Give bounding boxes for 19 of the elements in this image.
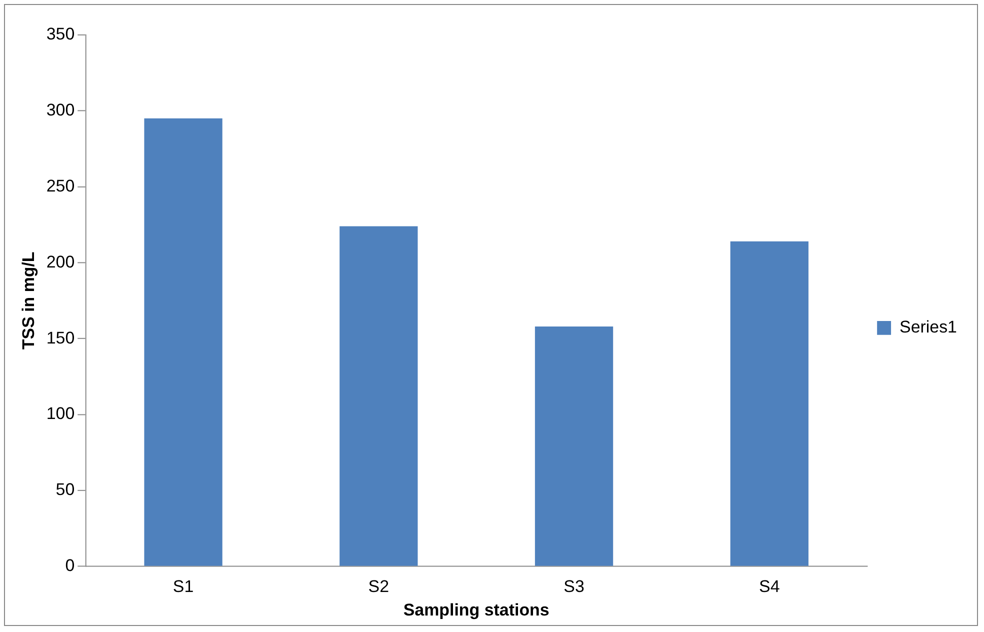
bar — [340, 226, 418, 566]
bar — [144, 118, 222, 566]
y-tick-label: 150 — [46, 328, 75, 348]
legend-label: Series1 — [900, 318, 957, 337]
x-tick-label: S2 — [368, 577, 390, 596]
y-tick-label: 350 — [46, 24, 75, 44]
bar — [534, 326, 614, 566]
x-axis-title: Sampling stations — [403, 600, 550, 620]
y-tick-label: 0 — [65, 556, 75, 576]
y-tick-label: 250 — [46, 176, 75, 196]
x-tick-label: S3 — [564, 577, 584, 596]
x-tick-label: S4 — [759, 577, 780, 596]
x-tick-label: S1 — [172, 577, 194, 596]
y-tick-label: 100 — [46, 404, 75, 424]
y-tick-label: 200 — [46, 252, 75, 272]
y-axis-title: TSS in mg/L — [18, 252, 38, 350]
y-tick-label: 50 — [56, 480, 75, 500]
y-tick-label: 300 — [46, 100, 75, 120]
bar — [730, 241, 808, 566]
